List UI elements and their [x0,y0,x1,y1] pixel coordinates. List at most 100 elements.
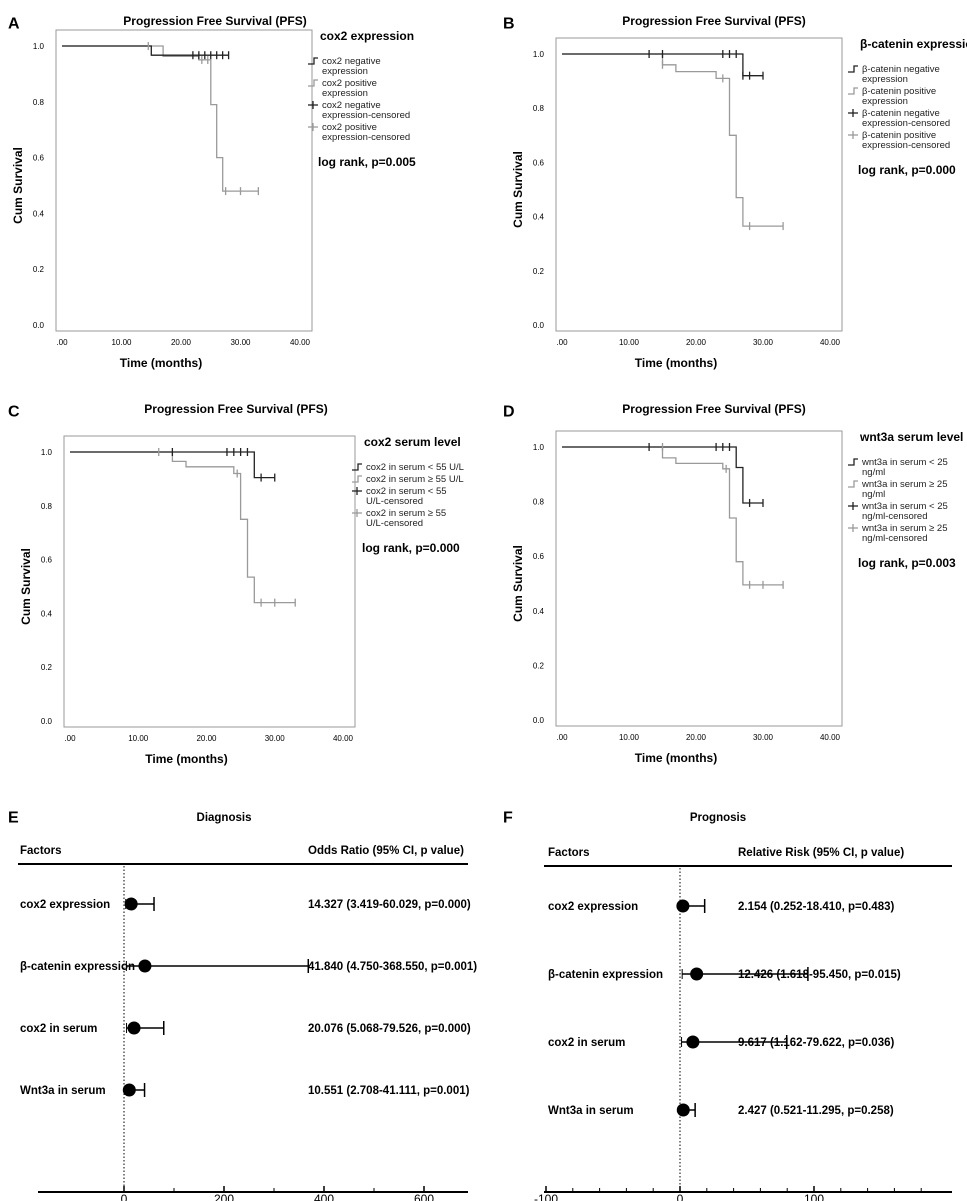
chart-title: Progression Free Survival (PFS) [123,14,306,28]
legend-entry: cox2 positive [322,122,377,133]
plot-frame [555,430,843,727]
x-tick-label: .00 [556,338,568,347]
y-tick-label: 0.8 [533,104,545,113]
point-estimate [676,899,690,913]
x-tick-label: 20.00 [686,338,707,347]
legend-entry: ng/ml [862,489,885,500]
y-tick-label: 0.0 [533,716,545,725]
y-axis-label: Cum Survival [511,545,525,622]
y-tick-label: 0.2 [41,663,53,672]
logrank-text: log rank, p=0.000 [362,541,460,555]
positive-survival-curve [562,53,784,227]
y-tick-label: 0.6 [533,552,545,561]
x-tick-label: 30.00 [753,338,774,347]
x-tick-label: 100 [804,1192,824,1201]
legend-title: cox2 expression [320,29,414,43]
x-tick-label: 40.00 [820,733,841,742]
plot-frame [555,37,843,332]
legend-title: cox2 serum level [364,435,461,449]
y-tick-label: 0.0 [41,717,53,726]
legend-entry: expression [322,88,368,99]
legend-entry: cox2 in serum ≥ 55 [366,508,446,519]
point-estimate [124,897,138,911]
point-estimate [122,1083,136,1097]
x-tick-label: 20.00 [196,734,217,743]
y-tick-label: 0.8 [533,498,545,507]
chart-title: Progression Free Survival (PFS) [144,402,327,416]
panel-letter: D [503,403,515,420]
negative-survival-curve [70,451,275,479]
point-estimate [690,967,704,981]
point-estimate [138,959,152,973]
x-axis-label: Time (months) [635,356,717,370]
legend-entry: expression [862,74,908,85]
legend-title: wnt3a serum level [859,430,963,444]
point-estimate [676,1103,690,1117]
logrank-text: log rank, p=0.003 [858,556,956,570]
y-tick-label: 0.2 [33,265,45,274]
legend-entry: expression-censored [322,132,410,143]
legend-entry: cox2 in serum < 55 U/L [366,462,464,473]
legend-entry: cox2 in serum ≥ 55 U/L [366,474,464,485]
panel-letter: A [8,15,20,32]
km-panel-a: A Progression Free Survival (PFS) 0.0 0.2 0.… [8,14,416,370]
factor-label: cox2 expression [20,899,110,911]
legend-entry: expression-censored [862,118,950,129]
legend-title: β-catenin expression [860,37,967,51]
x-tick-label: 20.00 [171,338,192,347]
stat-value: 12.426 (1.618-95.450, p=0.015) [738,969,901,981]
y-tick-label: 0.8 [41,502,53,511]
legend-line-glyph [848,458,858,466]
x-tick-label: 600 [414,1192,434,1201]
y-tick-label: 0.4 [533,607,545,616]
stat-value: 14.327 (3.419-60.029, p=0.000) [308,899,471,911]
point-estimate [127,1021,141,1035]
stat-value: 2.427 (0.521-11.295, p=0.258) [738,1105,894,1117]
legend-entry: wnt3a in serum < 25 [861,501,948,512]
y-tick-label: 0.0 [33,321,45,330]
legend-line-glyph [352,463,362,471]
y-tick-label: 0.6 [33,154,45,163]
x-tick-label: 20.00 [686,733,707,742]
forest-panel-e: E Diagnosis Factors Odds Ratio (95% CI, p v… [8,809,477,1201]
legend-entry: wnt3a in serum ≥ 25 [861,523,947,534]
panel-letter: F [503,809,513,826]
stat-value: 20.076 (5.068-79.526, p=0.000) [308,1023,471,1035]
y-axis-label: Cum Survival [19,548,33,625]
factors-header: Factors [20,845,62,857]
y-tick-label: 0.8 [33,98,45,107]
panel-letter: C [8,403,20,420]
factor-label: β-catenin expression [548,969,663,981]
x-tick-label: 40.00 [820,338,841,347]
x-tick-label: 0 [677,1192,684,1201]
chart-title: Diagnosis [197,812,252,824]
km-panel-b: B Progression Free Survival (PFS) 0.0 0.2 0.… [503,14,967,370]
positive-survival-curve [62,45,259,192]
x-tick-label: 40.00 [333,734,354,743]
legend-entry: expression [322,66,368,77]
legend-entry: U/L-censored [366,518,423,529]
x-axis-label: Time (months) [120,356,202,370]
km-panel-d: D Progression Free Survival (PFS) 0.0 0.2 0.… [503,402,963,765]
positive-survival-curve [562,446,784,586]
plot-frame [55,29,313,332]
stat-value: 10.551 (2.708-41.111, p=0.001) [308,1085,470,1097]
legend-line-glyph [352,475,362,483]
y-tick-label: 1.0 [533,50,545,59]
x-tick-label: .00 [556,733,568,742]
factor-label: β-catenin expression [20,961,135,973]
x-tick-label: 200 [214,1192,234,1201]
y-tick-label: 1.0 [533,443,545,452]
stat-value: 41.840 (4.750-368.550, p=0.001) [308,961,477,973]
legend-entry: β-catenin negative [862,108,940,119]
x-tick-label: .00 [64,734,76,743]
legend-entry: β-catenin positive [862,86,936,97]
logrank-text: log rank, p=0.005 [318,155,416,169]
x-tick-label: 30.00 [753,733,774,742]
x-tick-label: 10.00 [619,338,640,347]
chart-title: Progression Free Survival (PFS) [622,14,805,28]
x-tick-label: 30.00 [230,338,251,347]
y-tick-label: 1.0 [41,448,53,457]
factor-label: cox2 in serum [548,1037,625,1049]
